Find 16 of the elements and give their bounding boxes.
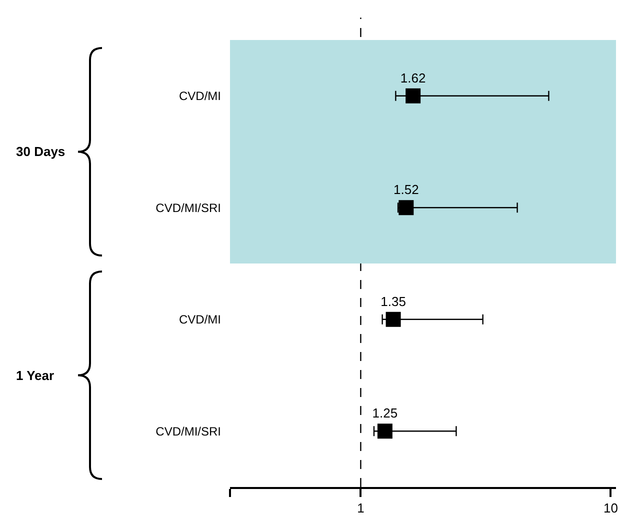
data-label: 1.25 — [372, 406, 398, 421]
text: 1 Year — [16, 368, 54, 383]
y-tick-label: CVD/MI — [179, 89, 221, 104]
point — [406, 88, 421, 104]
point — [398, 200, 414, 216]
x-tick-label: 10 — [603, 500, 618, 516]
data-label: 1.62 — [400, 70, 426, 86]
data-label: 1.35 — [380, 294, 406, 309]
y-tick-label: CVD/MI/SRI — [156, 424, 221, 438]
x-tick-label: 1 — [357, 500, 364, 516]
point — [386, 312, 401, 327]
data-label: 1.52 — [394, 182, 419, 198]
text: 30 Days — [16, 144, 66, 159]
point — [377, 424, 392, 439]
y-tick-label: CVD/MI — [179, 312, 221, 327]
y-tick-label: CVD/MI/SRI — [156, 200, 221, 215]
